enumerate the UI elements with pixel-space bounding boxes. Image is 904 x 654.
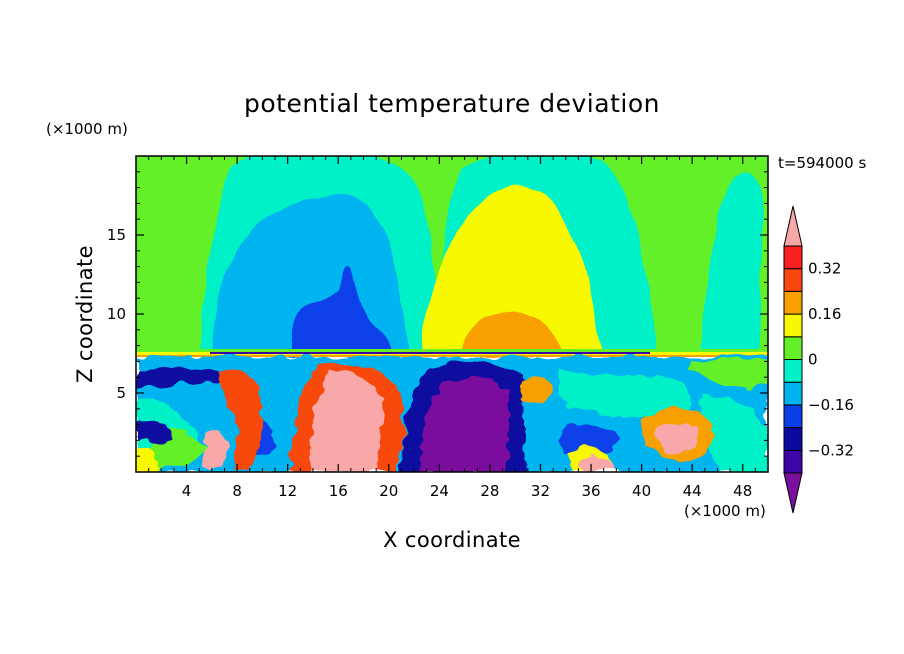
colorbar-swatch xyxy=(783,290,803,315)
y-axis-label: Z coordinate xyxy=(73,245,97,383)
colorbar-swatch xyxy=(783,427,803,451)
lower-warm-plume-inner xyxy=(310,371,383,472)
colorbar-tick-label: 0 xyxy=(808,351,818,369)
colorbar: 0.32 0.16 0 −0.16 −0.32 xyxy=(783,205,854,514)
y-tick-label: 10 xyxy=(107,305,126,323)
colorbar-extend-high xyxy=(783,205,803,247)
x-tick-label: 40 xyxy=(632,482,651,500)
tropopause-band-green xyxy=(136,349,768,352)
lower-neutral-patches xyxy=(136,370,768,472)
x-axis-label: X coordinate xyxy=(383,528,521,552)
lower-green-patches xyxy=(150,360,768,468)
tropopause-band-orange xyxy=(136,355,768,357)
colorbar-tick-label: −0.32 xyxy=(808,441,854,459)
x-tick-label: 8 xyxy=(232,482,242,500)
colorbar-swatch xyxy=(783,245,803,270)
colorbar-swatch xyxy=(783,381,803,406)
colorbar-swatch xyxy=(783,359,803,383)
colorbar-swatch xyxy=(783,268,803,292)
x-tick-label: 28 xyxy=(480,482,499,500)
x-tick-label: 24 xyxy=(430,482,449,500)
colorbar-swatch xyxy=(783,336,803,360)
upper-neutral-strip-right xyxy=(700,172,763,356)
colorbar-tick-label: 0.32 xyxy=(808,260,841,278)
upper-layer-plumes xyxy=(200,156,763,356)
y-axis-unit: (×1000 m) xyxy=(46,120,128,138)
colorbar-tick-label: −0.16 xyxy=(808,396,854,414)
chart-title: potential temperature deviation xyxy=(244,89,660,118)
tropopause-dark-line xyxy=(210,352,650,354)
lower-turbulent-layer xyxy=(136,357,768,472)
lower-pink-bottom-right xyxy=(580,456,614,472)
colorbar-extend-low xyxy=(783,472,803,514)
x-axis-unit: (×1000 m) xyxy=(684,502,766,520)
x-tick-label: 44 xyxy=(683,482,702,500)
contour-field xyxy=(136,156,768,472)
colorbar-swatch xyxy=(783,449,803,474)
colorbar-swatch xyxy=(783,313,803,338)
x-tick-label: 20 xyxy=(379,482,398,500)
lower-warm-tongue-left xyxy=(218,367,262,470)
x-tick-label: 16 xyxy=(329,482,348,500)
x-tick-label: 4 xyxy=(182,482,192,500)
lower-cold-pool-core xyxy=(420,377,510,472)
upper-warm-core xyxy=(460,313,566,356)
upper-warm-plume xyxy=(422,186,604,356)
x-tick-label: 36 xyxy=(581,482,600,500)
x-tick-label: 12 xyxy=(278,482,297,500)
x-tick-label: 32 xyxy=(531,482,550,500)
y-tick-label: 15 xyxy=(107,226,126,244)
lower-warm-patch-left xyxy=(204,433,230,469)
x-tick-label: 48 xyxy=(733,482,752,500)
time-label: t=594000 s xyxy=(778,154,866,172)
upper-cold-core xyxy=(292,266,392,356)
colorbar-swatch xyxy=(783,404,803,429)
y-tick-label: 5 xyxy=(116,384,126,402)
colorbar-tick-label: 0.16 xyxy=(808,305,841,323)
lower-pink-eddy-right xyxy=(655,422,700,454)
lower-dark-blue-band xyxy=(136,365,230,442)
